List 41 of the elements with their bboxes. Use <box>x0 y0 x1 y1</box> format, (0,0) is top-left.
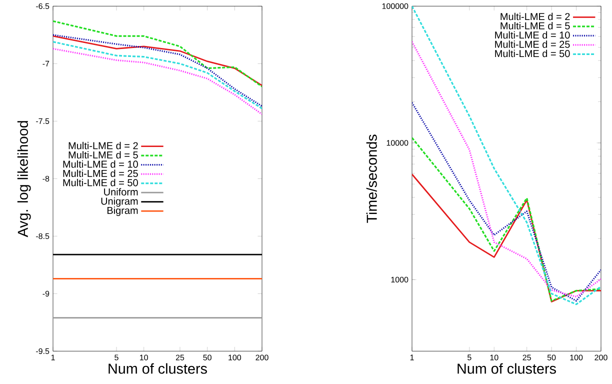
x-tick-label: 10 <box>140 354 148 360</box>
legend-label: Multi-LME d = 10 <box>63 160 138 168</box>
legend-label: Multi-LME d = 10 <box>495 31 570 39</box>
y-axis-title: Avg. log likelihood <box>17 120 31 238</box>
y-tick-label: -7 <box>42 60 50 66</box>
y-tick-label: 1000 <box>391 276 408 282</box>
y-tick-label: -8.5 <box>36 233 50 239</box>
legend-label: Multi-LME d = 5 <box>68 151 138 158</box>
y-tick-label: -6.5 <box>36 3 50 9</box>
y-tick-label: 10000 <box>386 140 408 146</box>
legend-label: Multi-LME d = 50 <box>495 50 570 58</box>
legend-label: Multi-LME d = 25 <box>63 170 138 177</box>
y-tick-label: -9.5 <box>36 348 50 354</box>
x-tick-label: 5 <box>468 354 472 360</box>
legend-label: Multi-LME d = 5 <box>500 22 570 30</box>
x-tick-label: 5 <box>114 354 118 360</box>
x-tick-label: 100 <box>570 354 583 360</box>
x-tick-label: 200 <box>256 354 268 360</box>
x-axis-title: Num of clusters <box>458 363 556 374</box>
legend-label: Bigram <box>107 206 138 216</box>
x-tick-label: 1 <box>410 354 414 360</box>
x-axis-title: Num of clusters <box>108 363 207 374</box>
x-tick-label: 50 <box>547 354 556 360</box>
legend-label: Unigram <box>101 197 138 207</box>
x-tick-label: 25 <box>522 354 531 360</box>
y-axis-title: Time/seconds <box>366 134 377 223</box>
x-tick-label: 10 <box>490 354 498 360</box>
x-tick-label: 100 <box>228 354 242 360</box>
y-tick-label: 100000 <box>382 3 408 9</box>
y-tick-label: -9 <box>42 290 50 296</box>
legend-label: Multi-LME d = 50 <box>63 178 138 186</box>
legend-label: Uniform <box>104 188 138 196</box>
y-tick-label: -7.5 <box>36 118 50 124</box>
x-tick-label: 1 <box>51 354 55 360</box>
x-tick-label: 50 <box>203 354 212 360</box>
legend-label: Multi-LME d = 25 <box>495 40 570 48</box>
y-tick-label: -8 <box>42 176 50 182</box>
x-tick-label: 200 <box>594 354 608 360</box>
x-tick-label: 25 <box>176 354 184 360</box>
legend-label: Multi-LME d = 2 <box>68 142 138 150</box>
legend-label: Multi-LME d = 2 <box>500 12 570 20</box>
